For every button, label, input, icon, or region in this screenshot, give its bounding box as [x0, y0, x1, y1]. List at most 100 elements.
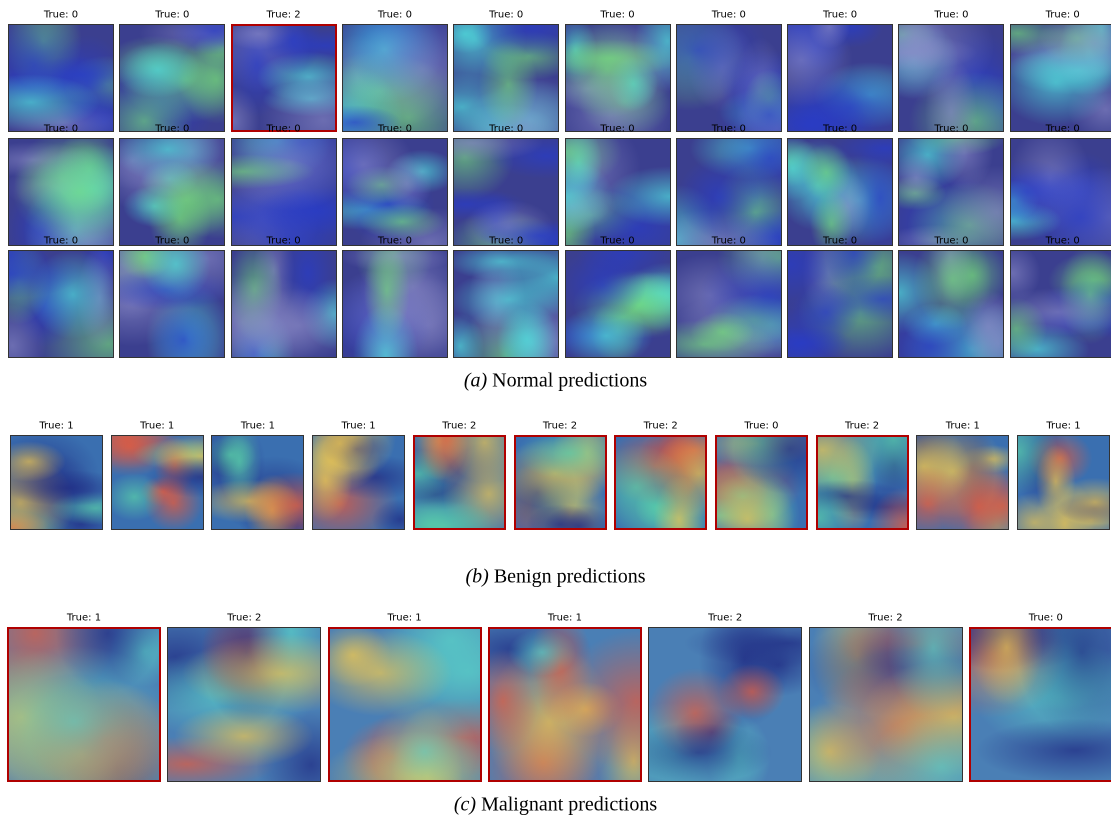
panel-title: True: 0	[489, 10, 523, 21]
caption-text: Benign predictions	[494, 566, 646, 588]
heatmap-image	[167, 627, 321, 782]
panel-title: True: 2	[543, 421, 577, 432]
panel-title: True: 0	[378, 10, 412, 21]
heatmap-image	[676, 24, 782, 132]
heatmap-image	[8, 250, 114, 358]
heatmap-image	[1010, 138, 1111, 246]
panel-title: True: 2	[227, 613, 261, 624]
heatmap-image	[453, 24, 559, 132]
heatmap-image	[676, 138, 782, 246]
panel-title: True: 0	[489, 236, 523, 247]
heatmap-image	[119, 250, 225, 358]
heatmap-image	[787, 250, 893, 358]
panel-title: True: 2	[868, 613, 902, 624]
panel-title: True: 0	[1029, 613, 1063, 624]
heatmap-image	[565, 138, 671, 246]
panel-title: True: 0	[1046, 124, 1080, 135]
heatmap-image	[231, 250, 337, 358]
heatmap-image	[119, 138, 225, 246]
panel-title: True: 0	[712, 124, 746, 135]
panel-title: True: 0	[44, 10, 78, 21]
caption-tag: (b)	[466, 566, 489, 588]
heatmap-image	[119, 24, 225, 132]
panel-title: True: 1	[39, 421, 73, 432]
panel-title: True: 1	[140, 421, 174, 432]
heatmap-image	[453, 138, 559, 246]
heatmap-image	[7, 627, 161, 782]
heatmap-image	[898, 138, 1004, 246]
heatmap-image	[488, 627, 642, 782]
heatmap-image	[614, 435, 707, 530]
panel-title: True: 0	[44, 236, 78, 247]
caption: (c) Malignant predictions	[0, 794, 1111, 817]
heatmap-image	[111, 435, 204, 530]
panel-title: True: 0	[489, 124, 523, 135]
panel-title: True: 0	[600, 124, 634, 135]
heatmap-image	[453, 250, 559, 358]
panel-title: True: 0	[712, 236, 746, 247]
heatmap-image	[342, 250, 448, 358]
panel-title: True: 0	[1046, 236, 1080, 247]
panel-title: True: 0	[934, 124, 968, 135]
panel-title: True: 0	[744, 421, 778, 432]
caption-text: Malignant predictions	[481, 794, 657, 816]
panel-title: True: 2	[845, 421, 879, 432]
panel-title: True: 1	[388, 613, 422, 624]
heatmap-image	[312, 435, 405, 530]
panel-title: True: 0	[934, 236, 968, 247]
heatmap-image	[1017, 435, 1110, 530]
heatmap-image	[10, 435, 103, 530]
heatmap-image	[816, 435, 909, 530]
caption: (b) Benign predictions	[0, 566, 1111, 589]
heatmap-image	[8, 24, 114, 132]
panel-title: True: 0	[1046, 10, 1080, 21]
heatmap-image	[342, 24, 448, 132]
panel-title: True: 2	[708, 613, 742, 624]
panel-title: True: 2	[644, 421, 678, 432]
heatmap-image	[514, 435, 607, 530]
panel-title: True: 1	[342, 421, 376, 432]
heatmap-image	[342, 138, 448, 246]
panel-title: True: 0	[155, 10, 189, 21]
caption-tag: (a)	[464, 370, 487, 392]
heatmap-image	[1010, 250, 1111, 358]
heatmap-image	[969, 627, 1111, 782]
heatmap-image	[328, 627, 482, 782]
panel-title: True: 0	[823, 10, 857, 21]
panel-title: True: 0	[823, 124, 857, 135]
heatmap-image	[809, 627, 963, 782]
heatmap-image	[648, 627, 802, 782]
heatmap-image	[413, 435, 506, 530]
panel-title: True: 1	[241, 421, 275, 432]
panel-title: True: 0	[267, 236, 301, 247]
panel-title: True: 0	[600, 10, 634, 21]
heatmap-image	[211, 435, 304, 530]
heatmap-image	[787, 138, 893, 246]
heatmap-image	[676, 250, 782, 358]
panel-title: True: 1	[548, 613, 582, 624]
heatmap-image	[916, 435, 1009, 530]
panel-title: True: 0	[823, 236, 857, 247]
panel-title: True: 0	[378, 236, 412, 247]
heatmap-image	[715, 435, 808, 530]
panel-title: True: 0	[934, 10, 968, 21]
panel-title: True: 0	[712, 10, 746, 21]
panel-title: True: 0	[600, 236, 634, 247]
caption-text: Normal predictions	[492, 370, 647, 392]
heatmap-image	[787, 24, 893, 132]
panel-title: True: 1	[946, 421, 980, 432]
panel-title: True: 0	[155, 236, 189, 247]
heatmap-image	[231, 138, 337, 246]
heatmap-image	[8, 138, 114, 246]
panel-title: True: 0	[378, 124, 412, 135]
panel-title: True: 1	[67, 613, 101, 624]
caption: (a) Normal predictions	[0, 370, 1111, 393]
heatmap-image	[231, 24, 337, 132]
panel-title: True: 0	[155, 124, 189, 135]
panel-title: True: 1	[1046, 421, 1080, 432]
heatmap-image	[1010, 24, 1111, 132]
panel-title: True: 2	[267, 10, 301, 21]
heatmap-image	[565, 250, 671, 358]
heatmap-image	[565, 24, 671, 132]
heatmap-image	[898, 24, 1004, 132]
